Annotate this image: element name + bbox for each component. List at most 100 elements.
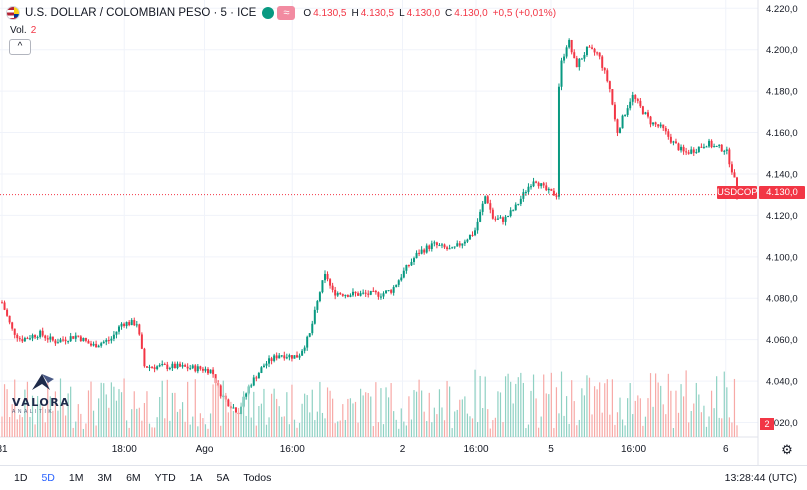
- candle-body: [290, 355, 293, 359]
- candle-body: [153, 367, 156, 370]
- wave-icon[interactable]: ≈: [277, 6, 296, 20]
- candle-body: [344, 294, 347, 296]
- timeframe-5d[interactable]: 5D: [41, 472, 55, 484]
- volume-bar: [469, 416, 471, 437]
- candle-body: [644, 112, 647, 115]
- volume-bar: [176, 411, 179, 437]
- candle-body: [657, 124, 660, 127]
- ohlc-change: +0,5 (+0,01%): [492, 7, 557, 19]
- candle-body: [69, 336, 72, 342]
- symbol-title[interactable]: U.S. DOLLAR / COLOMBIAN PESO · 5 · ICE: [25, 7, 257, 19]
- timeframe-1d[interactable]: 1D: [14, 472, 28, 484]
- volume-label[interactable]: Vol.: [10, 25, 27, 36]
- volume-bar: [153, 427, 156, 437]
- timeframe-6m[interactable]: 6M: [126, 472, 141, 484]
- timeframe-1m[interactable]: 1M: [68, 472, 84, 484]
- candle-body: [196, 366, 199, 372]
- candle-body: [596, 52, 599, 54]
- candle-body: [471, 234, 474, 236]
- timeframe-1a[interactable]: 1A: [189, 472, 203, 484]
- volume-bar: [454, 411, 456, 437]
- timeframe-todos[interactable]: Todos: [243, 472, 272, 484]
- volume-bar: [349, 398, 352, 437]
- candle-body: [682, 146, 685, 152]
- candle-body: [260, 367, 263, 373]
- volume-bar: [232, 411, 235, 437]
- volume-bar: [324, 418, 326, 437]
- volume-bar: [141, 420, 143, 437]
- volume-bar: [550, 372, 552, 437]
- market-status-icon[interactable]: [262, 7, 275, 19]
- volume-bar: [215, 378, 217, 437]
- volume-bar: [395, 419, 397, 437]
- x-tick-label: 6: [723, 444, 729, 455]
- candle-body: [296, 355, 299, 358]
- volume-bar: [535, 398, 537, 437]
- timeframe-5a[interactable]: 5A: [216, 472, 230, 484]
- timeframe-3m[interactable]: 3M: [97, 472, 113, 484]
- volume-bar: [49, 396, 51, 437]
- candle-body: [659, 124, 662, 127]
- candle-body: [550, 188, 553, 191]
- volume-bar: [108, 407, 110, 437]
- volume-bar: [87, 390, 90, 437]
- candle-body: [540, 183, 543, 187]
- timeframe-bar: 1D 5D 1M 3M 6M YTD 1A 5A Todos 13:28:44 …: [0, 465, 807, 490]
- volume-bar: [583, 395, 586, 437]
- volume-bar: [52, 410, 54, 437]
- candle-body: [209, 369, 212, 374]
- volume-bar: [532, 374, 535, 437]
- volume-bar: [347, 398, 349, 437]
- candle-body: [664, 128, 667, 132]
- candle-body: [629, 101, 632, 109]
- volume-bar: [619, 397, 621, 437]
- candle-body: [598, 52, 601, 57]
- utc-clock[interactable]: 13:28:44 (UTC): [724, 472, 797, 484]
- volume-bar: [342, 404, 344, 437]
- volume-bar: [148, 423, 151, 437]
- volume-bar: [433, 407, 435, 437]
- volume-bar: [573, 401, 575, 437]
- ohlc-high-value: 4.130,5: [360, 7, 395, 19]
- candle-body: [138, 324, 141, 335]
- candle-body: [680, 146, 683, 151]
- gear-icon[interactable]: ⚙: [781, 442, 793, 457]
- volume-bar: [716, 376, 718, 437]
- candle-body: [692, 149, 695, 153]
- volume-bar: [16, 419, 18, 437]
- candle-body: [252, 377, 255, 386]
- volume-bar: [660, 385, 662, 437]
- volume-bar: [723, 371, 725, 437]
- candle-body: [382, 293, 385, 297]
- candle-body: [580, 58, 583, 60]
- timeframe-ytd[interactable]: YTD: [154, 472, 176, 484]
- volume-bar: [339, 420, 341, 437]
- volume-bar: [235, 412, 237, 437]
- volume-bar: [497, 391, 499, 437]
- candle-body: [158, 365, 161, 367]
- volume-bar: [436, 414, 438, 437]
- candle-body: [677, 143, 680, 151]
- candle-body: [636, 99, 639, 101]
- volume-bar: [192, 416, 194, 437]
- volume-bar: [571, 380, 573, 437]
- candle-body: [641, 106, 644, 115]
- candle-body: [34, 335, 37, 338]
- candle-body: [547, 188, 550, 191]
- volume-bar: [601, 412, 603, 437]
- candle-body: [400, 277, 403, 281]
- volume-bar: [576, 425, 578, 437]
- candle-body: [303, 347, 306, 351]
- volume-bar: [179, 409, 181, 437]
- volume-bar: [321, 412, 324, 437]
- candle-body: [179, 363, 182, 367]
- x-tick-label: 16:00: [463, 444, 488, 455]
- volume-bar: [604, 383, 606, 437]
- volume-bar: [665, 414, 667, 437]
- chevron-up-icon[interactable]: ^: [9, 39, 31, 55]
- candle-body: [563, 56, 566, 61]
- candle-body: [443, 244, 446, 248]
- candle-body: [685, 151, 688, 153]
- price-chart[interactable]: 4.220,0 4.200,0 4.180,0 4.160,0 4.140,0 4.120…: [0, 0, 807, 465]
- candle-body: [351, 291, 354, 296]
